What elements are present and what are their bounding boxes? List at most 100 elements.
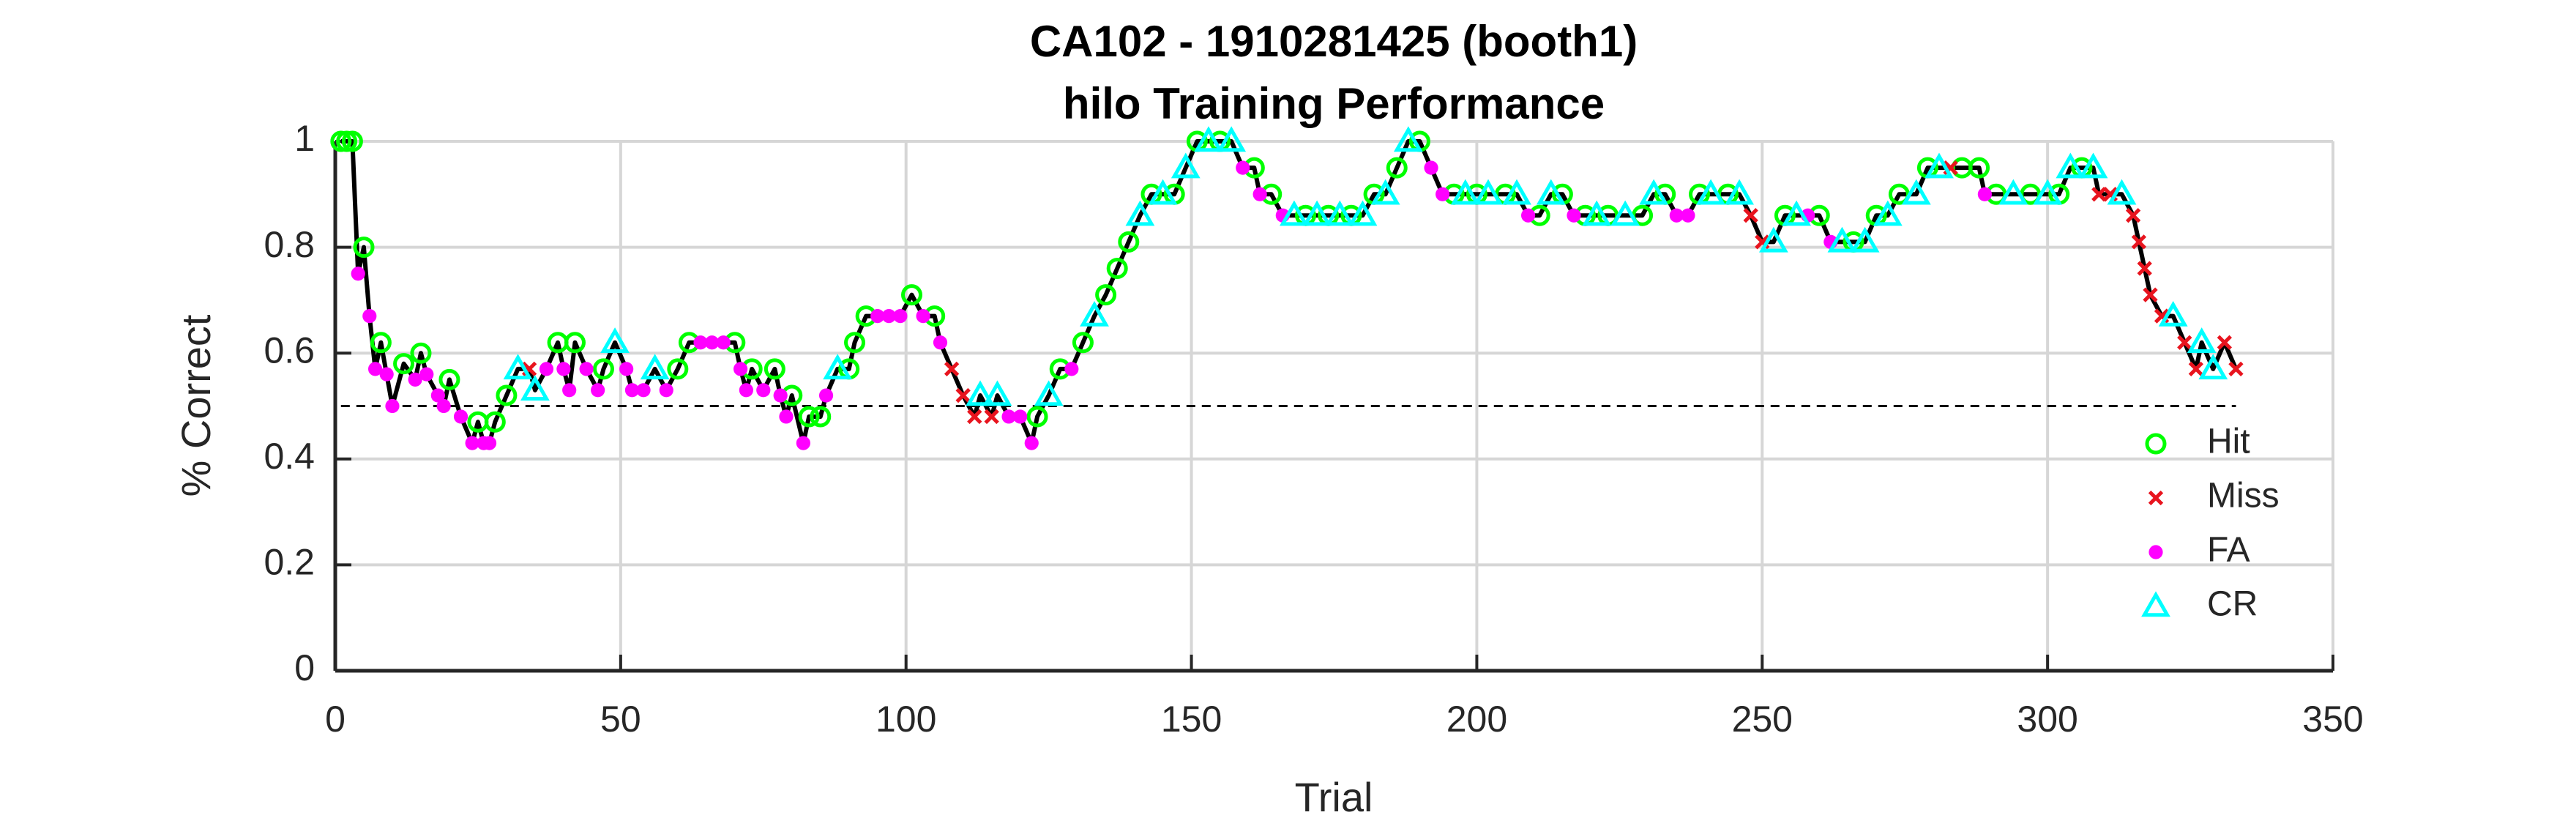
point [733,362,748,376]
point [967,409,982,425]
point [1536,179,1566,205]
point [1850,226,1880,253]
point [410,342,432,364]
point [379,367,394,382]
chart-subtitle: hilo Training Performance [1063,79,1605,128]
point [2198,354,2228,380]
point [1252,187,1267,201]
point [453,409,468,424]
point [1521,208,1536,223]
point [1567,208,1581,223]
legend-label: Miss [2207,477,2280,516]
point [1827,226,1857,253]
x-tick-label: 0 [325,699,346,740]
point [419,367,434,382]
point [436,398,451,414]
point [659,383,673,398]
point [2125,208,2141,223]
point [716,335,731,350]
point [2228,361,2244,377]
point [1610,200,1640,226]
point [2056,152,2086,179]
point [2143,287,2158,302]
point [579,362,594,376]
point [367,362,383,376]
point [1758,226,1788,253]
point [2033,179,2063,205]
y-tick-label: 1 [294,118,315,159]
point [984,409,999,425]
point [693,335,708,350]
point [1001,409,1016,424]
point [870,308,885,324]
point [2137,261,2152,276]
y-tick-label: 0.6 [264,330,315,371]
point [1348,200,1378,226]
point [796,436,810,450]
point [353,237,375,258]
point [520,375,550,401]
point [2217,335,2233,350]
point [562,383,577,398]
x-tick-label: 250 [1732,699,1793,740]
point [756,383,771,398]
x-tick-label: 300 [2017,699,2077,740]
point [1998,179,2028,205]
point [408,372,422,387]
x-tick-label: 100 [876,699,936,740]
point [1125,200,1155,226]
point [438,368,460,390]
x-tick-label: 150 [1161,699,1222,740]
legend-symbol [2145,433,2167,455]
point [982,380,1012,406]
point [2177,335,2192,350]
y-axis-label: % Correct [173,314,219,496]
point [1873,200,1903,226]
point [1502,179,1531,205]
point [636,383,651,398]
legend-symbol [2148,490,2164,506]
point [496,384,518,406]
x-axis-label: Trial [1295,774,1373,820]
point [484,411,506,433]
point [1194,126,1223,152]
point [482,436,497,450]
point [1968,157,1990,179]
point [370,332,392,354]
point [1450,179,1480,205]
point [624,383,640,398]
point [1302,200,1332,226]
point [351,267,365,281]
point [1026,406,1048,428]
point [881,308,896,324]
point [1725,179,1755,205]
point [362,308,377,324]
point [556,362,571,376]
point [773,388,788,403]
point [1148,179,1178,205]
point [823,354,853,380]
legend-symbol [2141,591,2170,617]
point [2131,234,2147,250]
point [705,335,720,350]
point [539,362,554,376]
point [739,383,753,398]
point [818,388,834,403]
point [592,358,614,380]
point [1106,258,1128,280]
point [1095,284,1117,306]
point [1171,152,1201,179]
point [810,406,832,428]
point [944,361,960,377]
point [2188,361,2204,377]
point [1034,380,1064,406]
point [893,308,908,324]
point [966,380,995,406]
y-tick-label: 0.4 [264,436,315,477]
point [2158,300,2188,327]
point [916,308,930,324]
point [640,354,670,380]
point [1325,200,1355,226]
